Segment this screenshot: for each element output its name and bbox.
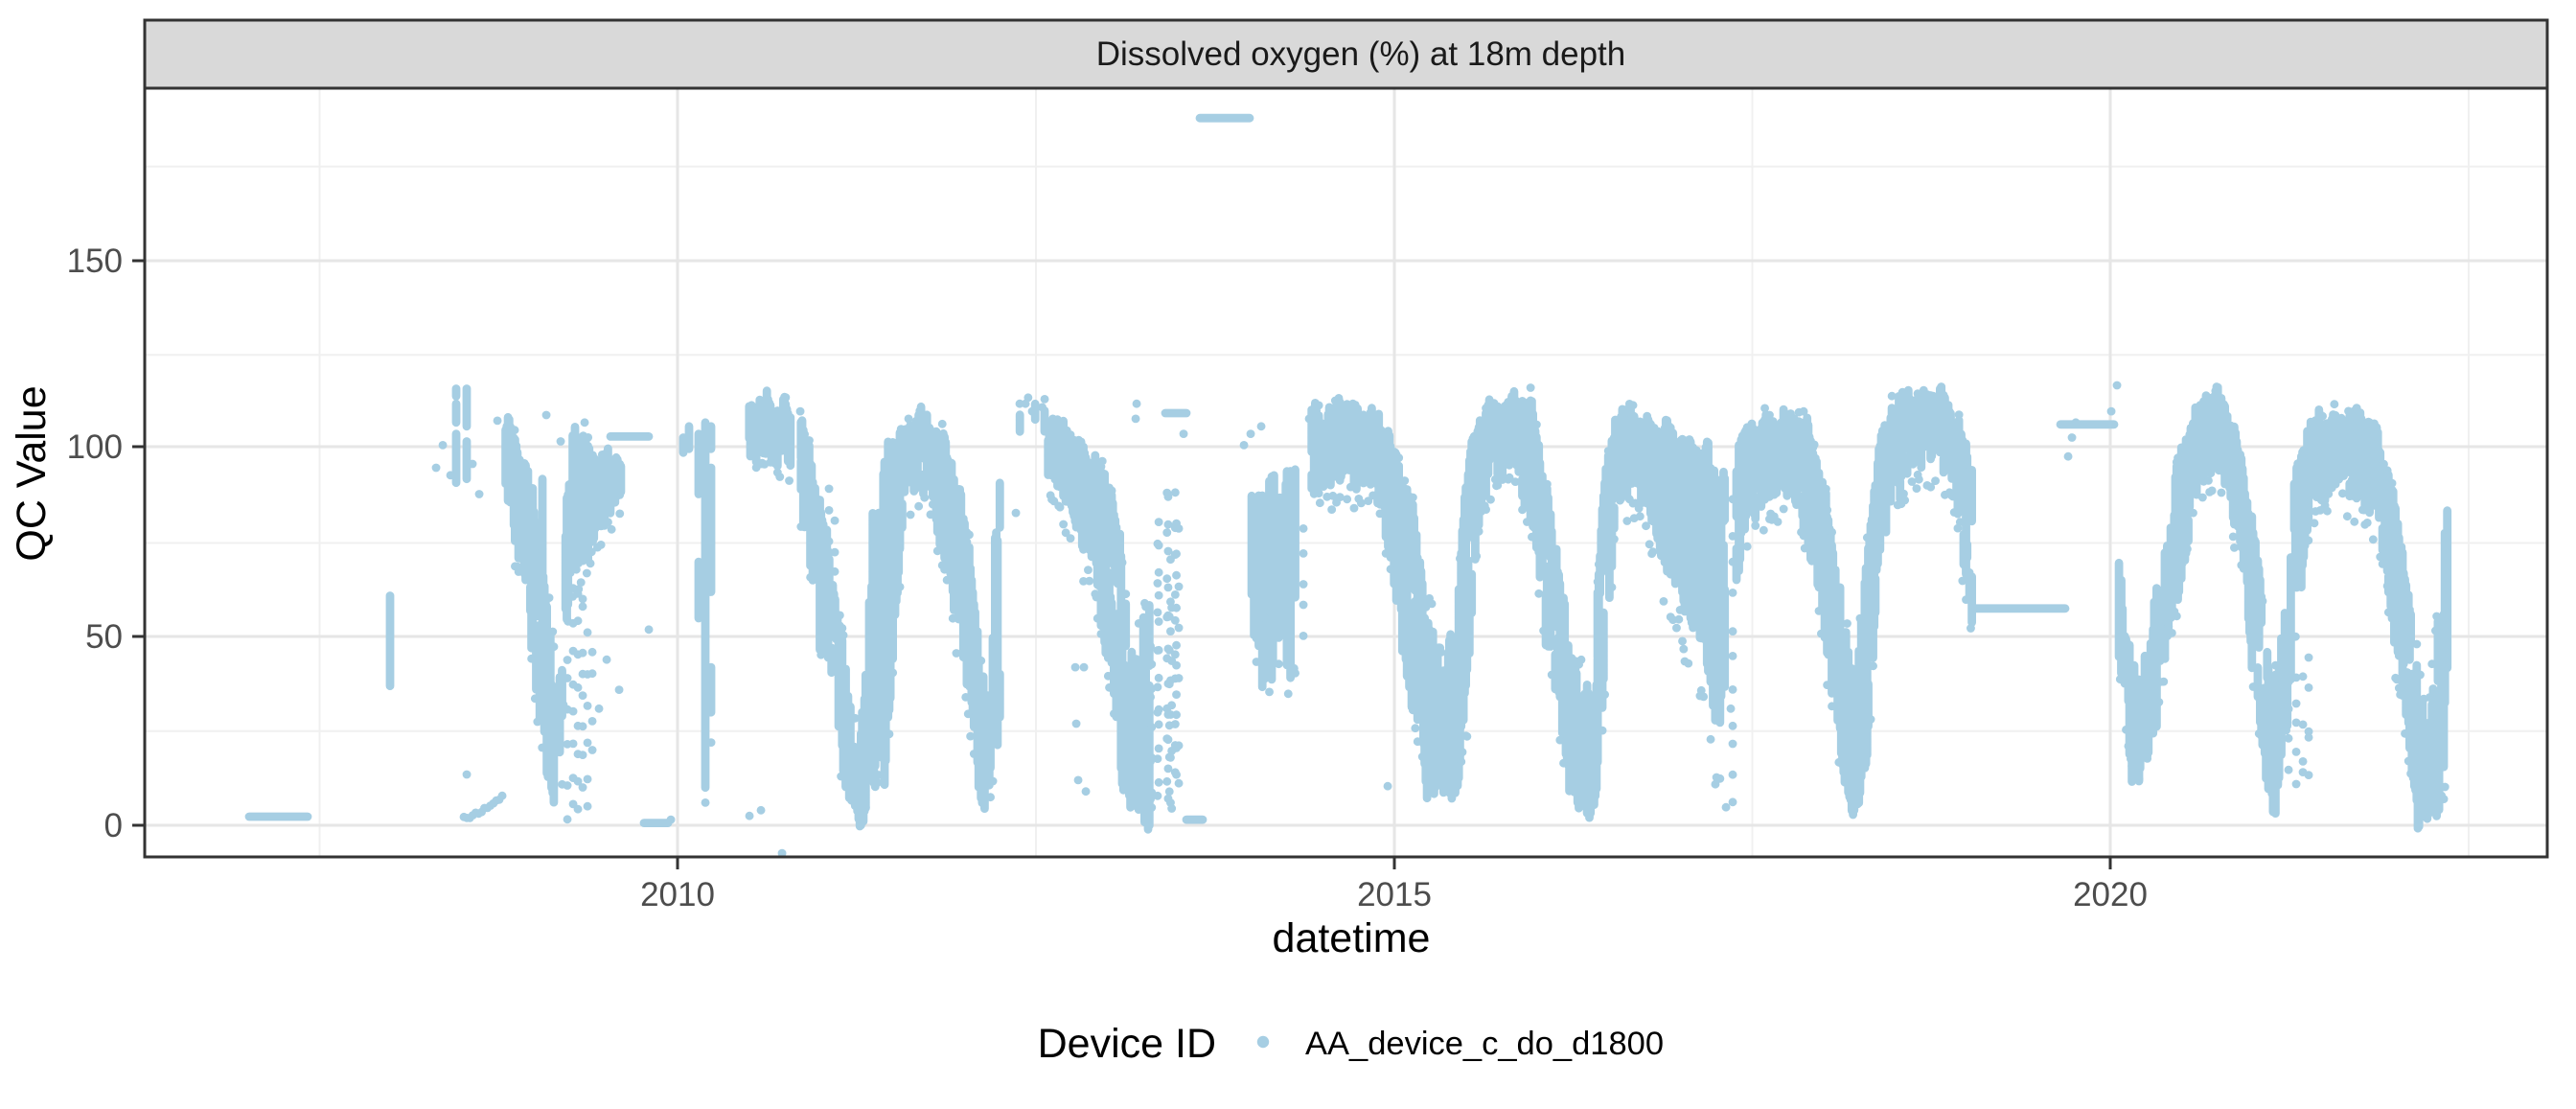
svg-text:AA_device_c_do_d1800: AA_device_c_do_d1800 <box>1305 1026 1664 1062</box>
svg-text:Device ID: Device ID <box>1038 1021 1216 1067</box>
svg-text:50: 50 <box>85 618 123 656</box>
svg-text:2020: 2020 <box>2073 876 2148 913</box>
svg-text:150: 150 <box>67 243 123 280</box>
svg-text:0: 0 <box>104 807 123 844</box>
svg-text:Dissolved oxygen (%) at 18m de: Dissolved oxygen (%) at 18m depth <box>1096 35 1626 73</box>
svg-text:100: 100 <box>67 428 123 466</box>
svg-text:2015: 2015 <box>1357 876 1432 913</box>
svg-text:2010: 2010 <box>640 876 715 913</box>
svg-text:datetime: datetime <box>1273 915 1431 961</box>
svg-text:QC Value: QC Value <box>9 385 55 561</box>
